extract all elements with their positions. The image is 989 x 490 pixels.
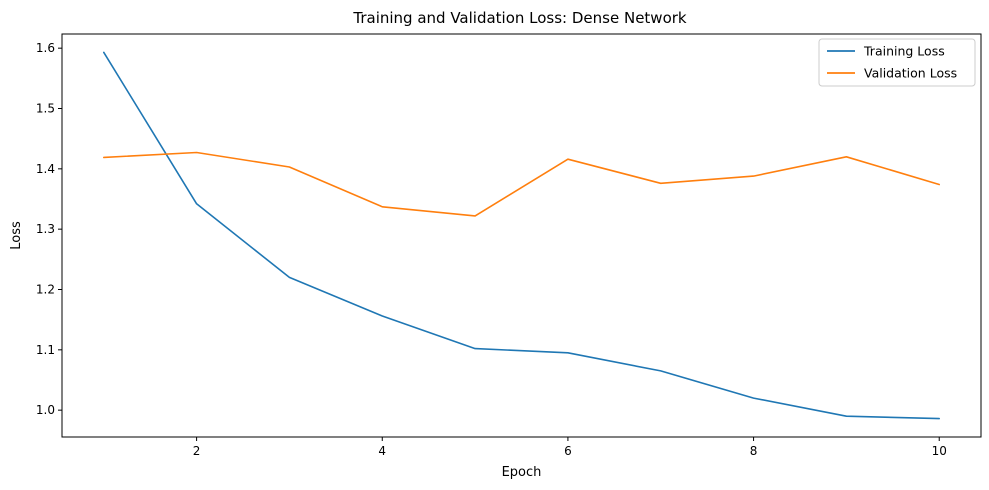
y-axis-ticks: 1.0 1.1 1.2 1.3 1.4 1.5 1.6 [36,41,62,417]
legend-label-training-loss: Training Loss [863,44,945,59]
chart-title: Training and Validation Loss: Dense Netw… [352,9,687,27]
y-tick-label: 1.3 [36,222,55,236]
y-tick-label: 1.4 [36,162,55,176]
x-tick-label: 6 [564,444,572,458]
y-tick-label: 1.0 [36,403,55,417]
x-tick-label: 2 [193,444,201,458]
legend-box [818,38,976,87]
x-tick-label: 4 [378,444,386,458]
x-axis-ticks: 2 4 6 8 10 [193,437,947,458]
plot-area [103,51,941,420]
y-tick-label: 1.5 [36,102,55,116]
y-tick-label: 1.1 [36,343,55,357]
series-line-validation-loss [103,151,941,217]
legend: Training Loss Validation Loss [818,38,976,87]
y-tick-label: 1.6 [36,41,55,55]
y-axis-label: Loss [9,221,24,250]
legend-label-validation-loss: Validation Loss [864,66,957,81]
x-tick-label: 8 [750,444,758,458]
plot-frame [61,33,982,438]
series-line-training-loss [103,51,941,420]
x-tick-label: 10 [932,444,947,458]
x-axis-label: Epoch [502,465,542,480]
y-tick-label: 1.2 [36,282,55,296]
